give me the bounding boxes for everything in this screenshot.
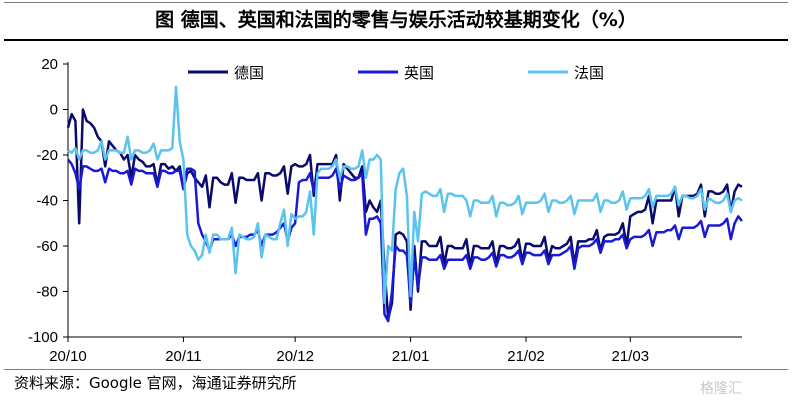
legend-label: 英国 <box>404 64 434 82</box>
y-tick-label: -60 <box>36 238 58 255</box>
x-tick-label: 21/01 <box>392 348 430 365</box>
y-tick-label: -80 <box>36 284 58 301</box>
x-tick-label: 20/11 <box>165 348 201 365</box>
legend-label: 德国 <box>234 64 264 82</box>
source-rule <box>4 369 788 370</box>
chart-title: 图 德国、英国和法国的零售与娱乐活动较基期变化（%） <box>155 9 637 31</box>
watermark-logo: 格隆汇 <box>700 381 742 397</box>
series-line-德国 <box>66 108 743 321</box>
y-tick-label: -20 <box>36 147 58 164</box>
title-rule-top <box>4 2 788 3</box>
x-axis-ticks: 20/10 20/11 20/12 21/01 21/02 21/03 <box>49 337 649 365</box>
y-tick-label: -100 <box>28 329 58 346</box>
y-tick-label: -40 <box>36 193 58 210</box>
x-tick-label: 20/10 <box>49 348 87 365</box>
chart-legend: 德国 英国 法国 <box>188 64 604 82</box>
line-chart: 20 0 -20 -40 -60 -80 -100 20/10 20/11 20/12 21/01… <box>28 56 743 365</box>
chart-axes <box>67 62 742 338</box>
x-tick-label: 21/02 <box>507 348 545 365</box>
series-line-法国 <box>67 85 743 305</box>
series-lines <box>66 85 743 323</box>
series-line-英国 <box>67 158 743 323</box>
x-tick-label: 20/12 <box>276 348 314 365</box>
legend-label: 法国 <box>574 64 604 82</box>
x-tick-label: 21/03 <box>612 348 650 365</box>
y-axis-ticks: 20 0 -20 -40 -60 -80 -100 <box>28 56 68 346</box>
source-note: 资料来源：Google 官网，海通证券研究所 <box>14 374 297 392</box>
title-rule-bottom <box>4 39 788 41</box>
y-tick-label: 0 <box>50 102 58 119</box>
y-tick-label: 20 <box>41 56 58 73</box>
